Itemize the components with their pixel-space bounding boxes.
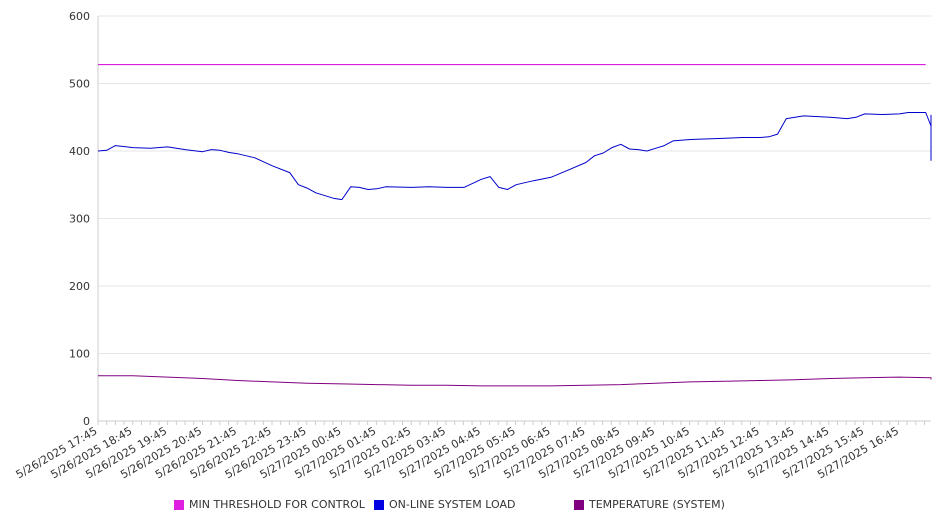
y-tick-label: 500: [69, 78, 90, 91]
y-tick-label: 300: [69, 213, 90, 226]
series-group: [97, 64, 932, 387]
y-tick-label: 600: [69, 10, 90, 23]
legend-item-temperature[interactable]: TEMPERATURE (SYSTEM): [574, 498, 725, 511]
x-axis: 5/26/2025 17:455/26/2025 18:455/26/2025 …: [14, 420, 931, 481]
series-line-temperature: [98, 375, 932, 387]
legend-item-system-load[interactable]: ON-LINE SYSTEM LOAD: [374, 498, 515, 511]
legend-item-min-threshold[interactable]: MIN THRESHOLD FOR CONTROL: [174, 498, 365, 511]
legend: MIN THRESHOLD FOR CONTROL ON-LINE SYSTEM…: [0, 498, 946, 514]
series-line-system-load: [97, 112, 932, 201]
y-tick-label: 100: [69, 348, 90, 361]
legend-label-temperature: TEMPERATURE (SYSTEM): [589, 498, 725, 511]
gridlines: [98, 15, 931, 354]
y-axis: 0 100 200 300 400 500 600: [69, 10, 99, 428]
y-tick-label: 200: [69, 280, 90, 293]
legend-swatch-min-threshold: [174, 499, 184, 510]
legend-label-min-threshold: MIN THRESHOLD FOR CONTROL: [189, 498, 365, 511]
y-tick-label: 400: [69, 145, 90, 158]
legend-swatch-system-load: [374, 499, 384, 510]
y-tick-label: 0: [83, 415, 90, 428]
legend-label-system-load: ON-LINE SYSTEM LOAD: [389, 498, 516, 511]
legend-swatch-temperature: [574, 499, 584, 510]
